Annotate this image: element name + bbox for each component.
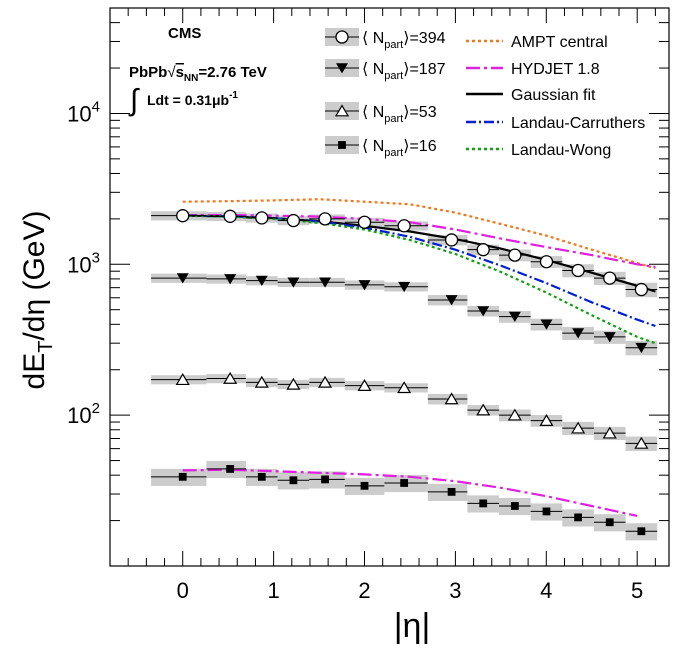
data-point [256,212,268,224]
data-point [509,249,521,261]
integral-sign: ∫ [128,84,140,117]
data-point [359,216,371,228]
y-tick-label: 102 [67,400,100,428]
data-point [179,473,187,481]
cms-label: CMS [168,25,201,42]
data-point [319,213,331,225]
data-point [543,508,551,516]
legend-curve-label: AMPT central [511,34,608,51]
data-point [540,256,552,268]
x-tick-label: 4 [540,578,552,603]
sys-box [151,469,206,486]
data-point [606,518,614,526]
y-tick-label: 103 [67,249,100,277]
data-point [574,513,582,521]
data-point [448,488,456,496]
x-axis-label: |η| [394,607,431,645]
legend-marker [338,141,346,149]
data-point [637,527,645,535]
data-point [572,264,584,276]
data-point [398,220,410,232]
legend-marker [336,31,348,43]
data-point [258,473,266,481]
data-point [635,284,647,296]
x-tick-label: 3 [449,578,461,603]
data-point [321,476,329,484]
legend-curve-label: Gaussian fit [511,87,596,104]
data-point [361,482,369,490]
data-point [604,272,616,284]
y-tick-label: 104 [67,98,100,126]
lumi-label: Ldt = 0.31μb-1 [147,90,238,108]
legend-curve-label: Landau-Wong [511,142,611,159]
x-tick-label: 0 [177,578,189,603]
x-tick-label: 5 [631,578,643,603]
legend-curve-label: HYDJET 1.8 [511,61,600,78]
data-point [224,210,236,222]
data-point [287,215,299,227]
data-point [446,234,458,246]
data-point [177,210,189,222]
x-tick-label: 2 [358,578,370,603]
data-point [511,502,519,510]
legend-curve-label: Landau-Carruthers [511,115,645,132]
data-point [226,465,234,473]
data-point [477,244,489,256]
data-point [400,479,408,487]
data-point [290,476,298,484]
y-axis-label: dET/dη (GeV) [18,211,57,390]
x-tick-label: 1 [267,578,279,603]
data-point [479,500,487,508]
sys-box [428,484,468,501]
